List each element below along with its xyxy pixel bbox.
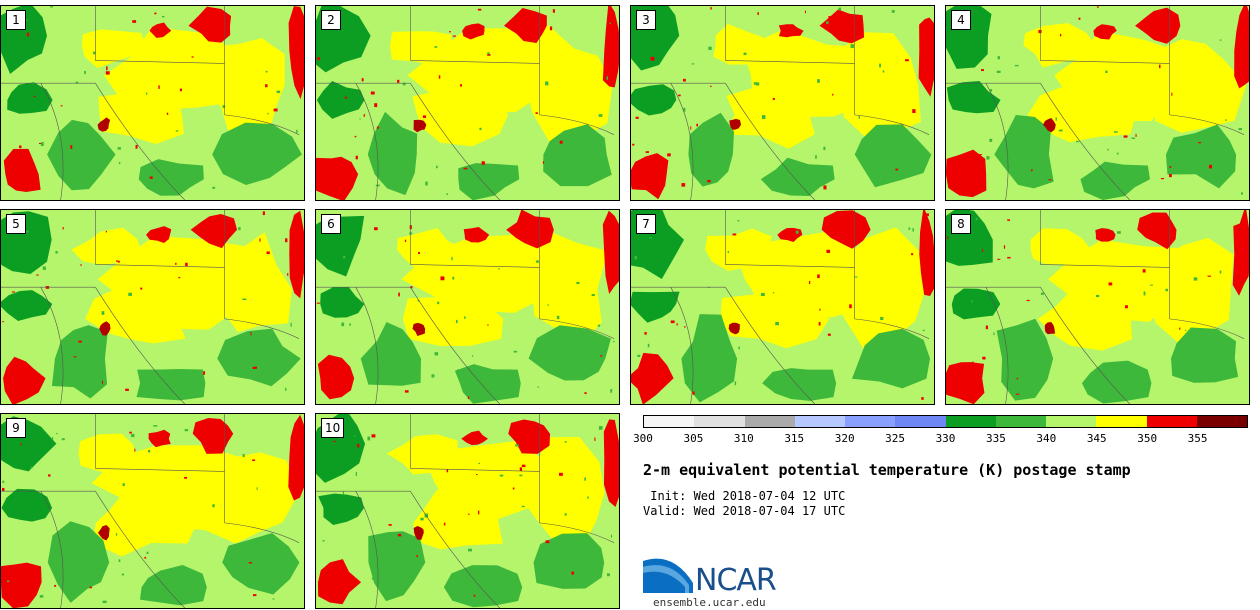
stamp-panel-8: 8 [945, 209, 1250, 405]
stamp-panel-9: 9 [0, 413, 305, 609]
colorbar-segment [1096, 416, 1147, 427]
colorbar-tick-label: 355 [1187, 432, 1208, 445]
colorbar-segment [995, 416, 1046, 427]
colorbar-segment [744, 416, 795, 427]
panel-number: 1 [6, 10, 26, 30]
panel-number: 7 [636, 214, 656, 234]
stamp-panel-10: 10 [315, 413, 620, 609]
colorbar-tick-label: 330 [935, 432, 956, 445]
stamp-panel-2: 2 [315, 5, 620, 201]
ncar-wordmark: NCAR [695, 563, 777, 598]
colorbar-segment [644, 416, 695, 427]
site-url: ensemble.ucar.edu [653, 596, 766, 609]
panel-number: 4 [951, 10, 971, 30]
panel-number: 8 [951, 214, 971, 234]
chart-title: 2-m equivalent potential temperature (K)… [643, 461, 1131, 479]
panel-number: 3 [636, 10, 656, 30]
colorbar [643, 415, 1248, 428]
panel-number: 6 [321, 214, 341, 234]
ensemble-member-map [316, 210, 619, 404]
colorbar-tick-label: 310 [733, 432, 754, 445]
colorbar-tick-label: 340 [1036, 432, 1057, 445]
colorbar-tick-label: 335 [985, 432, 1006, 445]
ensemble-member-map [631, 210, 934, 404]
panel-number: 2 [321, 10, 341, 30]
colorbar-segment [1196, 416, 1247, 427]
panel-number: 9 [6, 418, 26, 438]
ensemble-member-map [316, 414, 619, 608]
colorbar-tick-label: 325 [885, 432, 906, 445]
ncar-logo-icon [643, 558, 693, 593]
stamp-panel-6: 6 [315, 209, 620, 405]
colorbar-tick-label: 350 [1137, 432, 1158, 445]
stamp-panel-5: 5 [0, 209, 305, 405]
colorbar-segment [694, 416, 745, 427]
ensemble-member-map [316, 6, 619, 200]
colorbar-segment [845, 416, 896, 427]
colorbar-ticks: 300 305 310 315 320 325 330 335 340 345 350 355 [633, 432, 1248, 448]
colorbar-segment [895, 416, 946, 427]
ensemble-member-map [946, 210, 1249, 404]
stamp-panel-1: 1 [0, 5, 305, 201]
ensemble-member-map [631, 6, 934, 200]
stamp-panel-7: 7 [630, 209, 935, 405]
panel-number: 5 [6, 214, 26, 234]
ensemble-member-map [1, 414, 304, 608]
colorbar-segment [794, 416, 845, 427]
colorbar-segment [1046, 416, 1097, 427]
valid-time: Valid: Wed 2018-07-04 17 UTC [643, 504, 846, 518]
panel-number: 10 [321, 418, 345, 438]
colorbar-tick-label: 345 [1086, 432, 1107, 445]
colorbar-tick-label: 300 [633, 432, 653, 445]
colorbar-segment [945, 416, 996, 427]
ensemble-member-map [1, 210, 304, 404]
ensemble-member-map [1, 6, 304, 200]
init-time: Init: Wed 2018-07-04 12 UTC [643, 489, 846, 503]
stamp-panel-3: 3 [630, 5, 935, 201]
colorbar-segment [1146, 416, 1197, 427]
colorbar-tick-label: 315 [784, 432, 805, 445]
colorbar-tick-label: 305 [683, 432, 704, 445]
ensemble-member-map [946, 6, 1249, 200]
colorbar-tick-label: 320 [834, 432, 855, 445]
stamp-panel-4: 4 [945, 5, 1250, 201]
